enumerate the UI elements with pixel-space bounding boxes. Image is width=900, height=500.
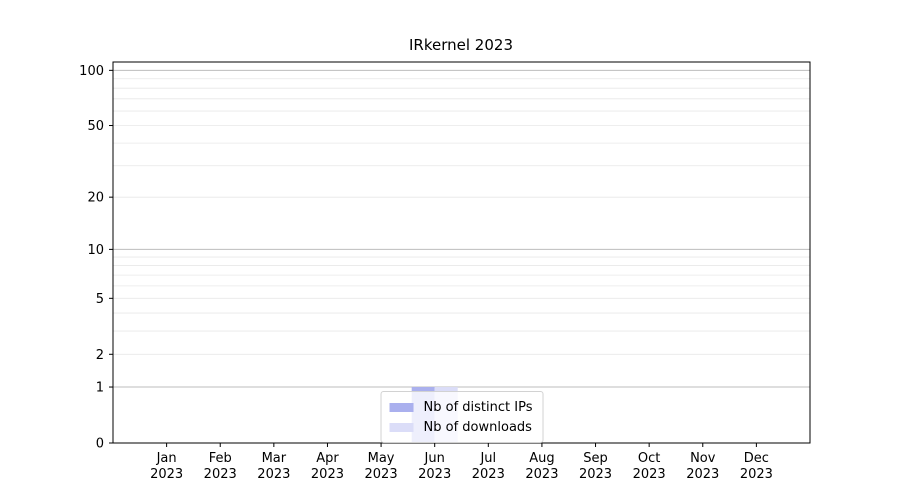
legend-swatch-distinct-ips [389, 402, 414, 412]
x-tick-label-month: Dec [744, 451, 769, 466]
x-tick-label-year: 2023 [740, 467, 773, 482]
x-tick-label-year: 2023 [579, 467, 612, 482]
x-tick-label-year: 2023 [472, 467, 505, 482]
x-tick-label-year: 2023 [418, 467, 451, 482]
y-tick-label: 5 [96, 292, 104, 307]
x-tick-label-month: Nov [690, 451, 716, 466]
legend: Nb of distinct IPs Nb of downloads [380, 391, 544, 443]
x-tick-label-year: 2023 [311, 467, 344, 482]
x-tick-label-year: 2023 [204, 467, 237, 482]
x-tick-label-month: Sep [583, 451, 608, 466]
x-tick-label-month: Feb [209, 451, 232, 466]
legend-item-downloads: Nb of downloads [389, 417, 533, 437]
y-tick-label: 20 [87, 191, 104, 206]
x-tick-label-year: 2023 [365, 467, 398, 482]
x-tick-label-month: Aug [529, 451, 554, 466]
x-tick-label-year: 2023 [686, 467, 719, 482]
y-tick-label: 100 [79, 64, 104, 79]
x-tick-label-month: Jan [156, 451, 177, 466]
x-tick-label-month: Apr [316, 451, 339, 466]
legend-label-downloads: Nb of downloads [423, 419, 532, 435]
y-tick-label: 0 [96, 437, 104, 452]
legend-label-distinct-ips: Nb of distinct IPs [423, 399, 533, 415]
legend-swatch-downloads [389, 422, 414, 432]
x-tick-label-year: 2023 [633, 467, 666, 482]
chart-title: IRkernel 2023 [409, 36, 513, 54]
y-tick-label: 10 [87, 243, 104, 258]
y-tick-label: 2 [96, 348, 104, 363]
x-tick-label-month: Oct [638, 451, 660, 466]
legend-item-distinct-ips: Nb of distinct IPs [389, 397, 533, 417]
x-tick-label-month: Jul [479, 451, 496, 466]
plot-frame [112, 61, 811, 444]
x-tick-label-year: 2023 [525, 467, 558, 482]
x-tick-label-year: 2023 [150, 467, 183, 482]
x-tick-label-month: May [368, 451, 395, 466]
x-tick-label-month: Mar [262, 451, 287, 466]
x-tick-label-month: Jun [424, 451, 445, 466]
y-tick-label: 50 [87, 119, 104, 134]
y-tick-label: 1 [96, 381, 104, 396]
x-tick-label-year: 2023 [257, 467, 290, 482]
